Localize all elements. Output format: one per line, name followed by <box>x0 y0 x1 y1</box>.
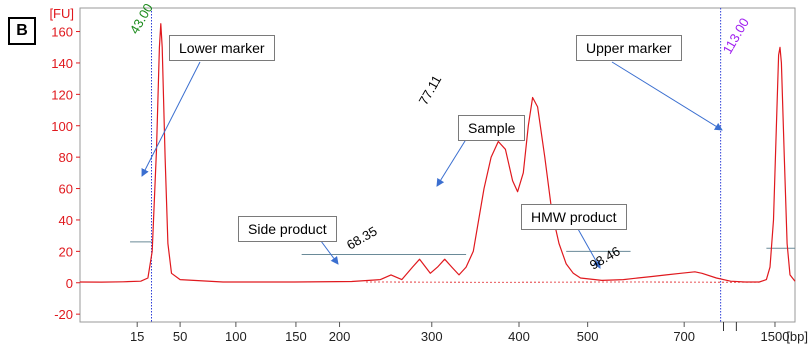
y-tick-label: 120 <box>51 87 73 102</box>
x-tick-label: 100 <box>225 329 247 344</box>
x-tick-label: 500 <box>577 329 599 344</box>
y-tick-label: -20 <box>54 307 73 322</box>
y-tick-label: 80 <box>59 150 73 165</box>
x-tick-label: 200 <box>329 329 351 344</box>
x-unit-label: [bp] <box>786 329 808 344</box>
y-tick-label: 100 <box>51 119 73 134</box>
trace-line <box>79 23 796 283</box>
x-tick-label: 15 <box>130 329 144 344</box>
plot-frame <box>79 7 796 323</box>
y-tick-label: 60 <box>59 182 73 197</box>
grid-layer <box>79 7 796 323</box>
y-tick-label: 40 <box>59 213 73 228</box>
x-tick-label: 1500 <box>761 329 790 344</box>
y-tick-label: 140 <box>51 56 73 71</box>
y-tick-label: 0 <box>66 276 73 291</box>
lower-marker-callout: Lower marker <box>169 35 275 61</box>
peak-label: 43.00 <box>127 1 156 37</box>
x-tick-label: 400 <box>508 329 530 344</box>
hmw-product-callout: HMW product <box>521 204 627 230</box>
y-tick-label: 160 <box>51 25 73 40</box>
y-unit-label: [FU] <box>49 6 74 21</box>
axis-layer: -20 0 20 40 60 80 100 120 140 160 [FU] 15 50 100 150 20… <box>49 6 808 344</box>
peak-label: 68.35 <box>344 223 380 252</box>
upper-marker-callout: Upper marker <box>576 35 682 61</box>
x-tick-label: 150 <box>285 329 307 344</box>
peak-label: 77.11 <box>416 73 445 108</box>
y-tick-label: 20 <box>59 244 73 259</box>
x-tick-label: 300 <box>421 329 443 344</box>
callout-arrow <box>611 61 723 131</box>
callout-arrow <box>141 61 201 177</box>
callout-arrow <box>436 132 471 187</box>
trace-layer <box>79 23 796 283</box>
x-tick-label: 700 <box>673 329 695 344</box>
sample-callout: Sample <box>458 115 526 141</box>
x-tick-label: 50 <box>173 329 187 344</box>
side-product-callout: Side product <box>238 216 337 242</box>
callout-arrow <box>577 228 601 269</box>
panel-label: B <box>8 17 36 45</box>
peak-label: 98.46 <box>587 243 623 272</box>
marker-layer <box>130 8 795 322</box>
peak-label: 113.00 <box>720 15 752 56</box>
